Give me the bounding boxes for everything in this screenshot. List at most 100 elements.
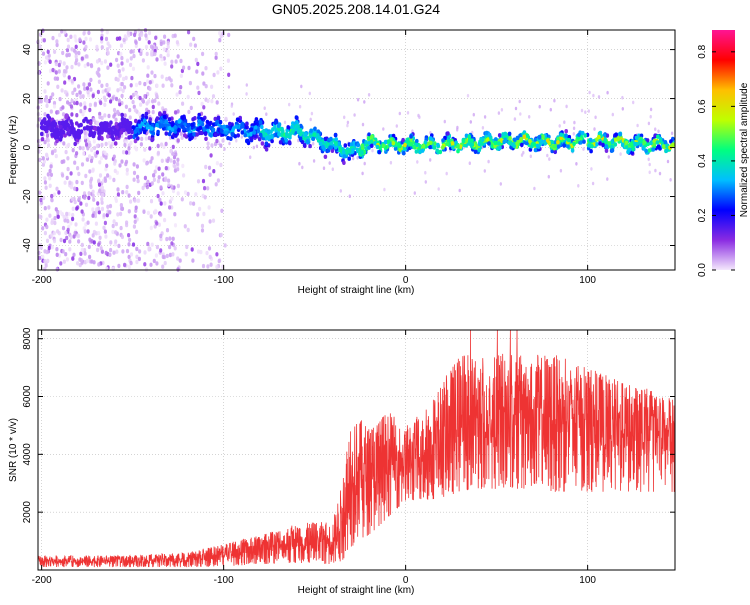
spectrogram-cell bbox=[134, 147, 139, 152]
spectrogram-cell bbox=[311, 136, 316, 142]
spectrogram-cell bbox=[39, 99, 43, 104]
spectrogram-cell bbox=[137, 28, 141, 33]
spectrogram-cell bbox=[99, 246, 103, 251]
spectrogram-cell bbox=[149, 126, 154, 131]
spectrogram-cell bbox=[80, 56, 84, 61]
spectrogram-cell bbox=[371, 148, 374, 153]
spectrogram-cell bbox=[125, 190, 129, 195]
spectrogram-cell bbox=[119, 51, 123, 57]
spectrogram-cell bbox=[59, 237, 63, 243]
spectrogram-cell bbox=[97, 136, 101, 141]
spectrogram-cell bbox=[654, 168, 657, 173]
spectrogram-cell bbox=[445, 171, 448, 176]
spectrogram-cell bbox=[546, 153, 549, 158]
spectrogram-cell bbox=[265, 112, 268, 116]
spectrogram-cell bbox=[67, 75, 71, 80]
spectrogram-cell bbox=[197, 90, 201, 96]
spectrogram-cell bbox=[649, 114, 652, 119]
spectrogram-cell bbox=[652, 138, 657, 143]
spectrogram-cell bbox=[129, 260, 133, 266]
spectrogram-cell bbox=[82, 151, 86, 156]
spectrogram-cell bbox=[647, 157, 650, 162]
spectrogram-cell bbox=[43, 180, 48, 185]
spectrogram-cell bbox=[200, 101, 204, 107]
spectrogram-cell bbox=[666, 159, 670, 164]
spectrogram-cell bbox=[125, 184, 129, 190]
spectrogram-cell bbox=[166, 49, 170, 54]
spectrogram-cell bbox=[180, 135, 184, 140]
spectrogram-cell bbox=[227, 32, 231, 38]
spectrogram-cell bbox=[55, 39, 59, 44]
spectrogram-cell bbox=[146, 241, 150, 247]
spectrogram-cell bbox=[533, 147, 538, 153]
spectrogram-cell bbox=[621, 95, 624, 100]
spectrogram-cell bbox=[240, 121, 245, 127]
spectrogram-x-tick-label: 0 bbox=[403, 275, 409, 286]
spectrogram-cell bbox=[51, 149, 55, 155]
spectrogram-cell bbox=[61, 105, 65, 110]
spectrogram-cell bbox=[580, 108, 584, 113]
spectrogram-cell bbox=[55, 247, 59, 252]
spectrogram-cell bbox=[64, 69, 68, 74]
spectrogram-cell bbox=[129, 56, 133, 61]
spectrogram-cell bbox=[110, 134, 115, 140]
spectrogram-cell bbox=[64, 114, 68, 120]
spectrogram-cell bbox=[113, 168, 117, 174]
spectrogram-cell bbox=[522, 134, 527, 139]
spectrogram-cell bbox=[53, 127, 58, 133]
spectrogram-cell bbox=[149, 262, 153, 267]
spectrogram-cell bbox=[580, 130, 585, 136]
spectrogram-cell bbox=[38, 117, 42, 122]
spectrogram-cell bbox=[82, 118, 86, 124]
spectrogram-cell bbox=[69, 171, 73, 176]
spectrogram-cell bbox=[621, 107, 624, 111]
spectrogram-cell bbox=[415, 138, 419, 144]
spectrogram-cell bbox=[499, 182, 502, 186]
spectrogram-cell bbox=[43, 140, 47, 145]
spectrogram-cell bbox=[117, 69, 121, 74]
spectrogram-cell bbox=[138, 95, 142, 101]
spectrogram-cell bbox=[73, 186, 77, 191]
spectrogram-cell bbox=[42, 38, 47, 43]
spectrogram-cell bbox=[88, 154, 92, 159]
spectrogram-cell bbox=[88, 254, 92, 260]
spectrogram-cell bbox=[343, 115, 346, 120]
snr-x-ticks: -200 -100 0 100 bbox=[32, 330, 596, 586]
spectrogram-cell bbox=[183, 190, 188, 195]
spectrogram-cell bbox=[107, 93, 111, 98]
spectrogram-cell bbox=[258, 120, 263, 125]
spectrogram-cell bbox=[494, 137, 498, 142]
spectrogram-cell bbox=[117, 263, 121, 269]
spectrogram-cell bbox=[226, 135, 230, 141]
spectrogram-cell bbox=[281, 129, 285, 134]
spectrogram-cell bbox=[81, 217, 85, 222]
spectrogram-cell bbox=[114, 117, 118, 123]
spectrogram-cell bbox=[99, 100, 103, 106]
spectrogram-cell bbox=[176, 157, 180, 162]
spectrogram-cell bbox=[100, 45, 104, 50]
spectrogram-cell bbox=[77, 196, 81, 201]
spectrogram-cell bbox=[377, 150, 382, 155]
spectrogram-cell bbox=[137, 111, 141, 117]
spectrogram-cell bbox=[498, 145, 502, 150]
spectrogram-cell bbox=[143, 147, 147, 152]
spectrogram-cell bbox=[129, 95, 133, 100]
spectrogram-cell bbox=[328, 161, 331, 165]
spectrogram-cell bbox=[134, 118, 138, 124]
spectrogram-cell bbox=[123, 142, 127, 148]
spectrogram-cell bbox=[71, 148, 75, 153]
spectrogram-cell bbox=[204, 164, 208, 170]
spectrogram-cell bbox=[154, 209, 158, 214]
spectrogram-cell bbox=[209, 262, 213, 267]
spectrogram-cell bbox=[195, 132, 199, 137]
spectrogram-cell bbox=[201, 178, 206, 184]
spectrogram-cell bbox=[96, 89, 100, 95]
spectrogram-cell bbox=[61, 50, 65, 56]
spectrogram-cell bbox=[162, 144, 166, 150]
spectrogram-cell bbox=[228, 121, 232, 127]
spectrogram-cell bbox=[98, 111, 102, 117]
spectrogram-cell bbox=[358, 147, 362, 152]
spectrogram-cell bbox=[50, 193, 54, 199]
spectrogram-cell bbox=[153, 73, 157, 79]
spectrogram-cell bbox=[181, 101, 185, 106]
